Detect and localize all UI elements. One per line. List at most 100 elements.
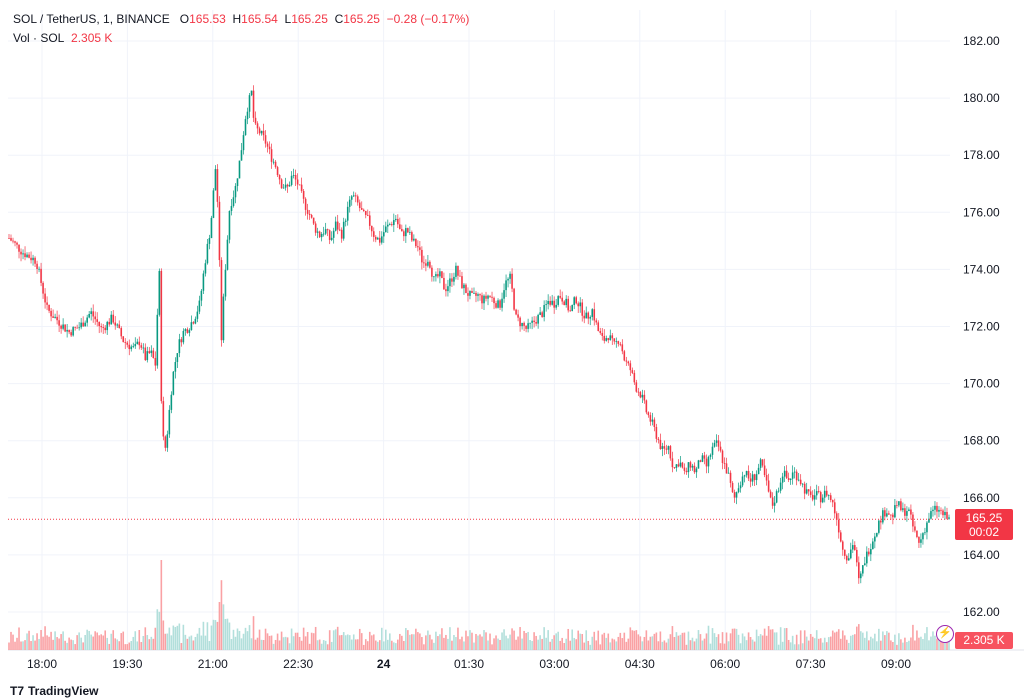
candle-body — [870, 549, 872, 555]
candle-body — [208, 238, 211, 244]
candle-body — [314, 223, 317, 233]
volume-bar — [519, 627, 521, 650]
candle-body — [777, 490, 780, 492]
candle-body — [513, 288, 515, 310]
volume-bar — [413, 634, 415, 650]
volume-bar — [332, 630, 335, 650]
volume-bar — [212, 619, 215, 650]
volume-bar — [238, 630, 241, 650]
candle-body — [671, 458, 674, 468]
candle-body — [94, 316, 96, 320]
volume-bar — [72, 640, 74, 650]
volume-bar — [350, 639, 353, 650]
volume-bar — [531, 641, 533, 650]
candle-body — [888, 513, 890, 515]
candle-body — [425, 263, 427, 266]
volume-bar — [88, 630, 90, 650]
volume-bar — [138, 630, 141, 650]
candle-body — [44, 293, 46, 303]
volume-bar — [765, 635, 768, 650]
candle-body — [497, 300, 499, 308]
candle-body — [843, 549, 846, 556]
candle-body — [755, 474, 758, 481]
volume-bar — [573, 637, 576, 650]
volume-label[interactable]: Vol · SOL — [13, 31, 65, 45]
volume-bar — [571, 629, 573, 650]
volume-bar — [693, 641, 696, 650]
volume-bar — [663, 640, 666, 650]
volume-bar — [851, 634, 854, 650]
candle-body — [447, 286, 449, 292]
volume-bar — [206, 622, 209, 650]
volume-bar — [495, 635, 497, 650]
candle-body — [715, 440, 718, 443]
candle-body — [801, 483, 804, 485]
volume-bar — [860, 631, 862, 650]
candle-body — [916, 530, 918, 537]
volume-bar — [555, 633, 557, 650]
volume-bar — [455, 637, 457, 650]
candle-body — [695, 468, 698, 473]
volume-bar — [152, 638, 155, 650]
candle-body — [10, 238, 12, 241]
candle-body — [948, 517, 950, 519]
volume-bar — [401, 635, 403, 650]
candle-body — [731, 482, 734, 493]
candle-body — [543, 305, 545, 318]
volume-bar — [471, 632, 473, 650]
candle-body — [348, 199, 351, 207]
volume-bar — [112, 630, 115, 650]
volume-bar — [641, 641, 644, 650]
candle-body — [581, 302, 584, 316]
candle-body — [198, 300, 201, 312]
volume-bar — [629, 627, 632, 650]
volume-bar — [70, 639, 72, 650]
candle-body — [374, 236, 377, 240]
volume-bar — [427, 630, 429, 650]
candle-body — [783, 470, 786, 477]
candle-body — [188, 330, 191, 333]
volume-bar — [166, 633, 169, 650]
candle-body — [737, 488, 740, 493]
candle-body — [142, 347, 145, 349]
volume-bar — [393, 642, 395, 650]
candle-body — [84, 322, 86, 327]
tradingview-logo[interactable]: T7 TradingView — [10, 684, 98, 698]
candle-body — [693, 465, 696, 473]
volume-bar — [906, 642, 908, 650]
candle-body — [210, 217, 213, 239]
price-tick-label: 172.00 — [963, 320, 1000, 334]
volume-bar — [162, 620, 165, 650]
candle-body — [308, 213, 311, 216]
volume-bar — [453, 634, 455, 650]
volume-bar — [839, 638, 842, 650]
volume-bar — [106, 637, 109, 650]
candle-body — [827, 495, 830, 497]
candle-body — [42, 282, 44, 294]
volume-bar — [459, 639, 461, 650]
volume-bar — [60, 634, 62, 650]
volume-bar — [697, 630, 700, 650]
candle-body — [679, 462, 682, 467]
candle-body — [336, 221, 339, 230]
candle-body — [382, 232, 385, 237]
candle-body — [545, 304, 547, 306]
candle-body — [485, 295, 487, 299]
volume-bar — [745, 640, 748, 650]
candle-body — [579, 302, 582, 307]
symbol-label[interactable]: SOL / TetherUS, 1, BINANCE — [13, 12, 170, 26]
candle-body — [240, 150, 243, 161]
volume-bar — [258, 629, 261, 650]
candle-body — [809, 491, 812, 495]
volume-bar — [491, 644, 493, 650]
candle-body — [405, 228, 407, 237]
candle-body — [54, 316, 56, 318]
candle-body — [250, 90, 253, 96]
candle-body — [162, 401, 165, 437]
volume-bar — [805, 636, 808, 650]
volume-bar — [264, 628, 267, 650]
time-tick-label: 18:00 — [27, 657, 57, 671]
volume-bar — [497, 638, 499, 650]
lightning-icon[interactable]: ⚡ — [936, 625, 954, 643]
